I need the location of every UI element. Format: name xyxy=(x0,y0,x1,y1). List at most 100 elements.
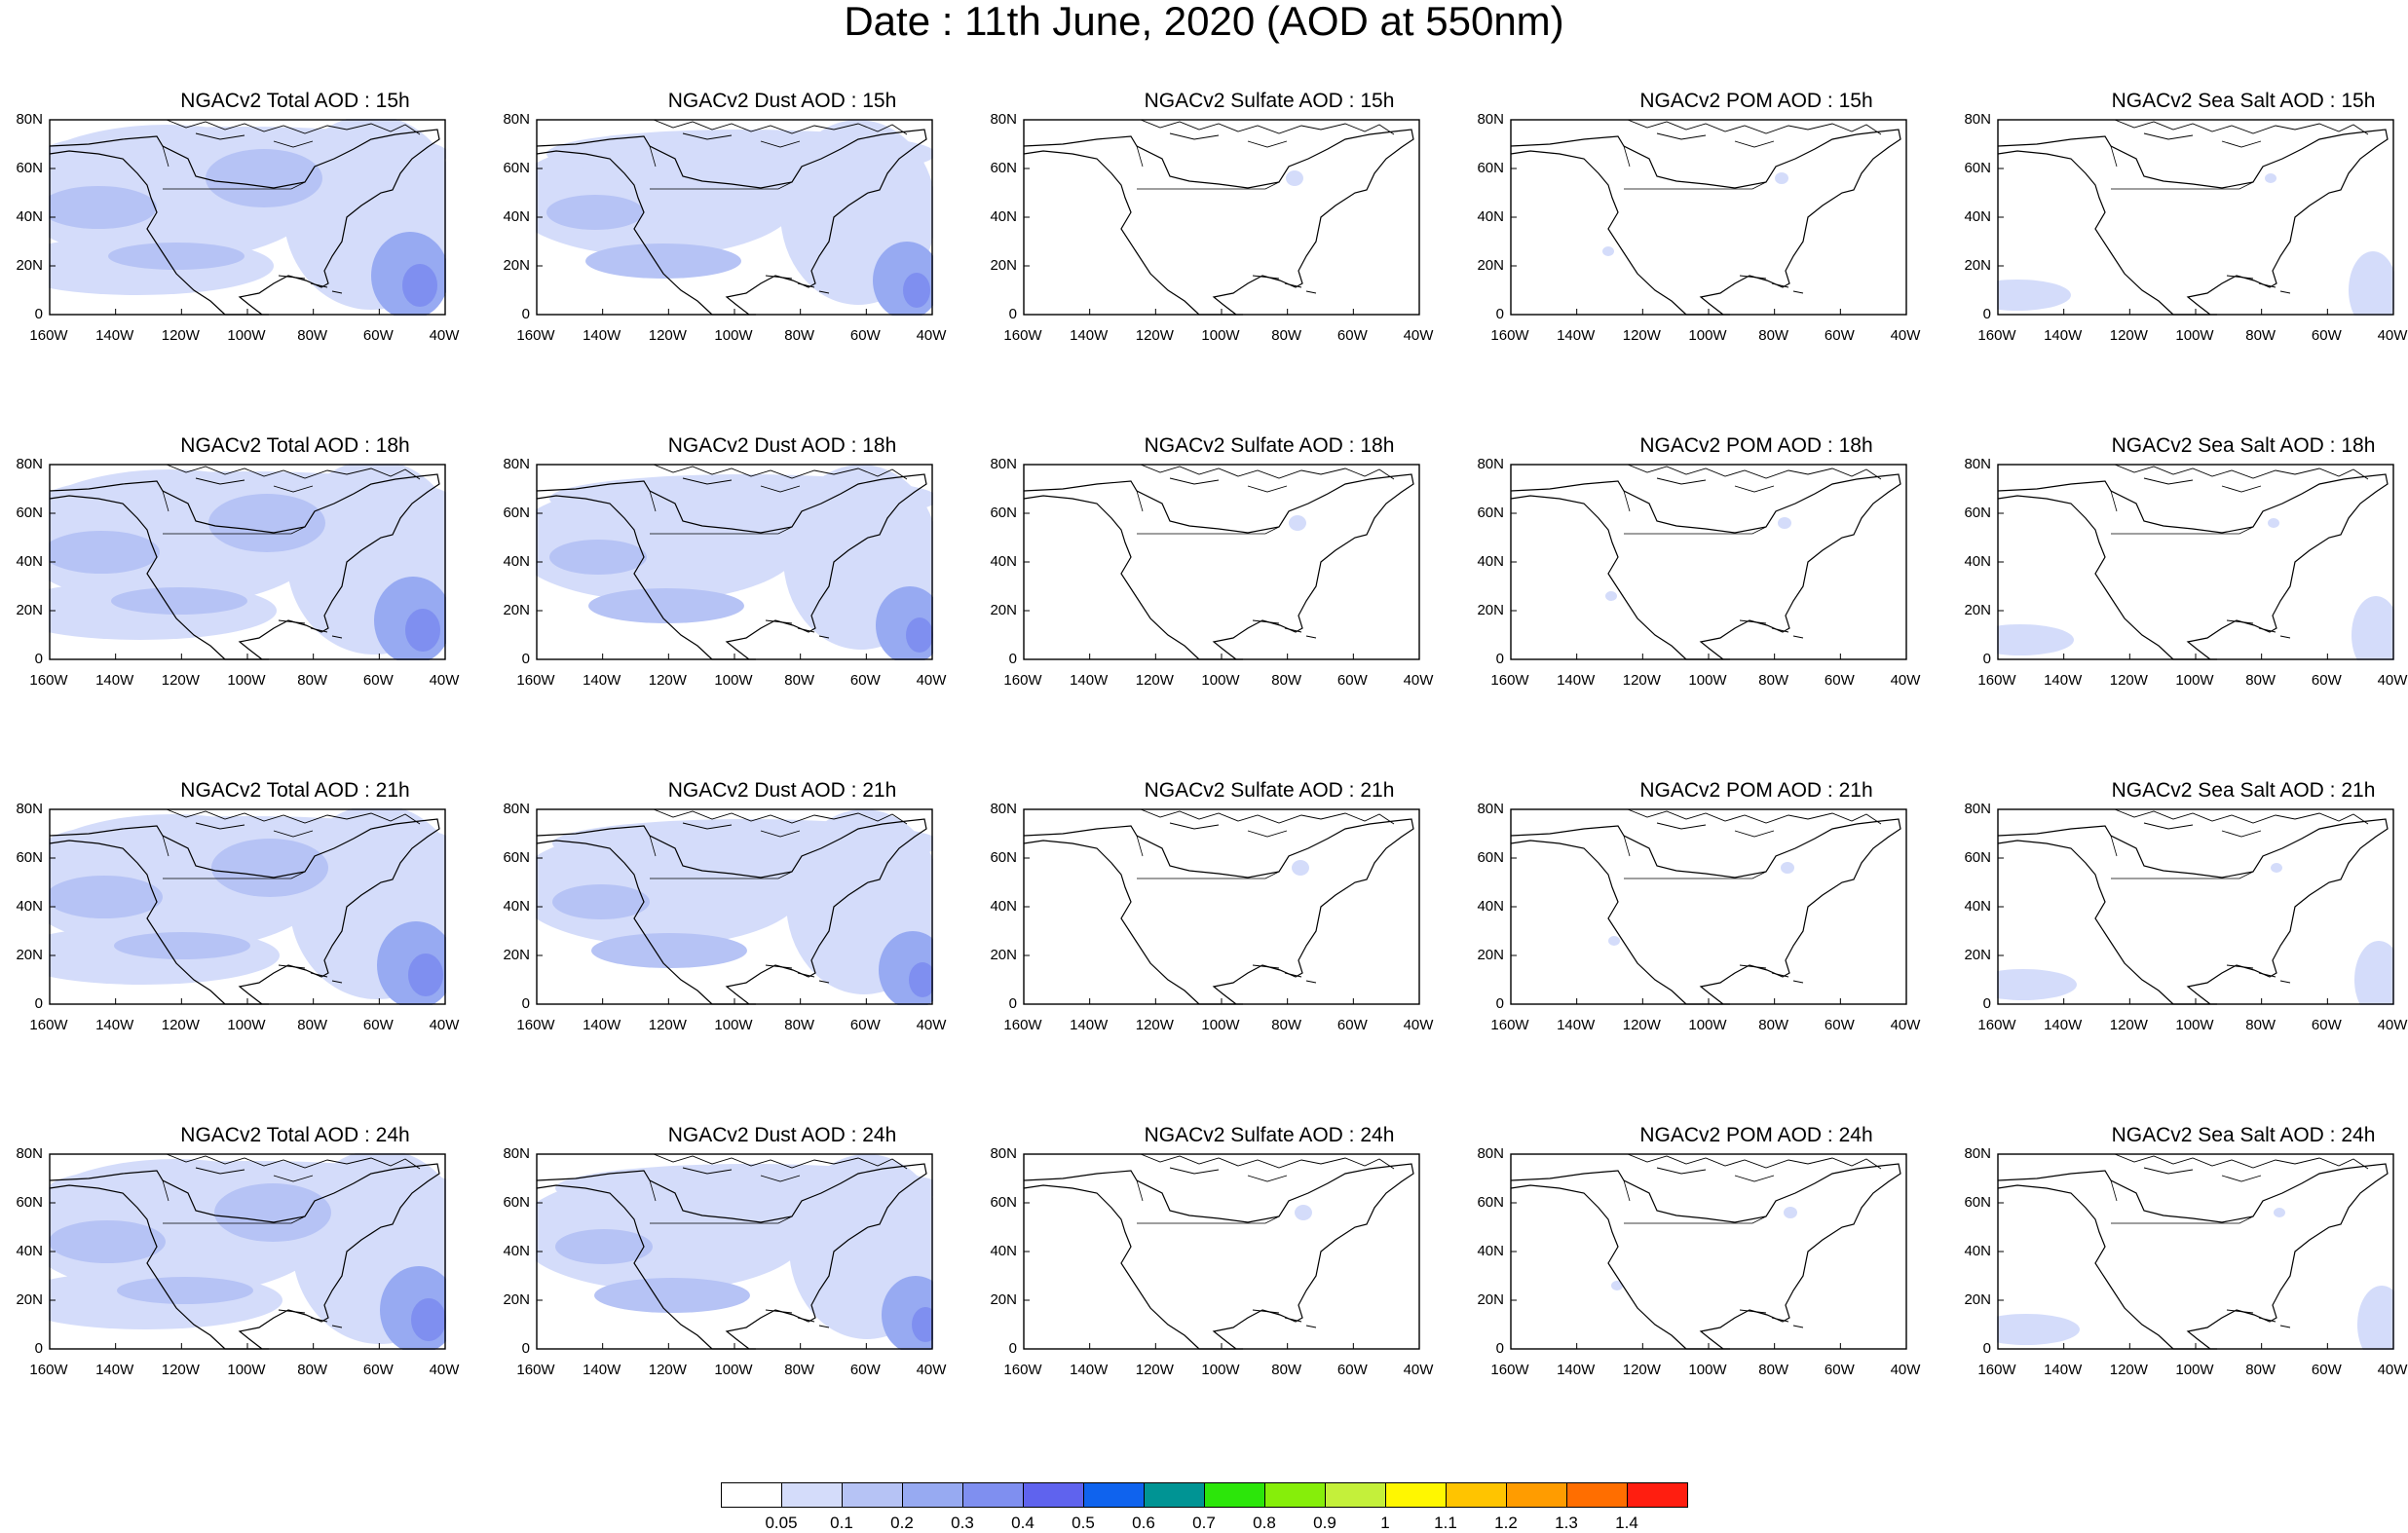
map-plot xyxy=(536,1153,933,1350)
lon-label: 80W xyxy=(1271,1362,1302,1378)
map-plot xyxy=(1510,808,1907,1005)
aod-shading xyxy=(206,149,322,207)
lat-label: 20N xyxy=(990,947,1017,963)
colorbar-swatch xyxy=(781,1482,843,1508)
coastline xyxy=(278,275,343,294)
coastline xyxy=(2110,835,2254,879)
lon-label: 100W xyxy=(2175,1017,2214,1033)
lon-label: 40W xyxy=(1403,672,1434,689)
lat-label: 80N xyxy=(503,111,530,128)
colorbar-label: 1.4 xyxy=(1615,1514,1638,1532)
panel-title: NGACv2 POM AOD : 18h xyxy=(1639,434,1873,457)
colorbar-label: 0.7 xyxy=(1192,1514,1216,1532)
aod-shading xyxy=(1611,1281,1623,1290)
aod-shading xyxy=(1784,1207,1797,1218)
lon-label: 160W xyxy=(29,1017,68,1033)
map-plot xyxy=(1023,1153,1420,1350)
map-panel-seasalt-4: NGACv2 Sea Salt AOD : 24h 80N 60N 40N 20N 0 16… xyxy=(1964,1034,2408,1378)
lon-label: 100W xyxy=(2175,327,2214,344)
aod-shading xyxy=(2265,173,2276,183)
lon-label: 160W xyxy=(1490,327,1529,344)
map-panel-total-1: NGACv2 Total AOD : 15h 80N 60N 40N 20N 0 160W 1… xyxy=(16,0,542,344)
coastline xyxy=(653,808,908,838)
lat-label: 40N xyxy=(1964,208,1991,225)
lat-label: 60N xyxy=(1477,1194,1504,1211)
lat-label: 80N xyxy=(16,1145,43,1162)
lon-label: 60W xyxy=(1336,327,1368,344)
lon-label: 60W xyxy=(362,1017,394,1033)
lon-label: 40W xyxy=(2377,1362,2408,1378)
lon-label: 60W xyxy=(1336,672,1368,689)
lon-label: 160W xyxy=(1490,672,1529,689)
lat-label: 60N xyxy=(1477,160,1504,176)
coastline xyxy=(653,464,908,493)
lon-label: 40W xyxy=(1890,1017,1921,1033)
coastline xyxy=(1627,464,1882,493)
lat-label: 0 xyxy=(1982,995,1991,1012)
lon-label: 120W xyxy=(1135,672,1174,689)
lon-label: 60W xyxy=(2311,327,2342,344)
panel-title: NGACv2 Dust AOD : 21h xyxy=(667,779,897,802)
colorbar-swatch xyxy=(1325,1482,1386,1508)
aod-shading xyxy=(2349,251,2394,316)
coastline xyxy=(653,1153,908,1182)
lat-label: 20N xyxy=(990,1291,1017,1308)
aod-shading xyxy=(1778,517,1791,529)
coastline xyxy=(1997,818,2389,1005)
coastline xyxy=(162,490,306,535)
lat-label: 40N xyxy=(990,553,1017,570)
lon-label: 120W xyxy=(2109,672,2148,689)
aod-shading xyxy=(555,1229,653,1264)
lat-label: 80N xyxy=(1477,456,1504,472)
coastline xyxy=(2114,808,2369,838)
lon-label: 120W xyxy=(2109,1362,2148,1378)
lat-label: 60N xyxy=(1964,1194,1991,1211)
lon-label: 40W xyxy=(2377,672,2408,689)
lon-label: 160W xyxy=(1003,327,1042,344)
panel-title: NGACv2 Sulfate AOD : 15h xyxy=(1144,90,1395,112)
lat-label: 80N xyxy=(1477,801,1504,817)
colorbar-swatch xyxy=(1506,1482,1567,1508)
lat-label: 80N xyxy=(1964,1145,1991,1162)
colorbar-swatch xyxy=(1627,1482,1688,1508)
lon-label: 80W xyxy=(1758,1017,1789,1033)
lat-label: 0 xyxy=(1495,995,1504,1012)
lon-label: 100W xyxy=(714,1017,753,1033)
lon-label: 120W xyxy=(161,327,200,344)
lat-label: 20N xyxy=(990,602,1017,618)
map-panel-sulfate-3: NGACv2 Sulfate AOD : 21h 80N 60N 40N 20N 0 160… xyxy=(990,690,1516,1033)
lat-label: 20N xyxy=(16,1291,43,1308)
lon-label: 100W xyxy=(227,327,266,344)
colorbar-swatch xyxy=(962,1482,1024,1508)
lat-label: 20N xyxy=(1477,257,1504,274)
coastline xyxy=(1623,1179,1767,1224)
lon-label: 40W xyxy=(429,1362,460,1378)
lon-label: 40W xyxy=(2377,1017,2408,1033)
aod-shading xyxy=(912,1307,933,1342)
lon-label: 120W xyxy=(648,1017,687,1033)
map-plot xyxy=(1510,1153,1907,1350)
lon-label: 40W xyxy=(916,1017,947,1033)
coastline xyxy=(653,119,908,148)
coastline xyxy=(162,145,306,190)
coastline xyxy=(1252,964,1317,984)
coastline xyxy=(2110,145,2254,190)
lon-label: 140W xyxy=(95,672,134,689)
lat-label: 80N xyxy=(1477,111,1504,128)
lon-label: 40W xyxy=(1403,1362,1434,1378)
coastline xyxy=(49,1163,440,1350)
lon-label: 140W xyxy=(1557,327,1596,344)
lat-label: 0 xyxy=(1008,651,1017,667)
coastline xyxy=(1510,818,1901,1005)
colorbar-swatch xyxy=(1385,1482,1447,1508)
lon-label: 160W xyxy=(1003,1017,1042,1033)
coastline xyxy=(1023,473,1414,660)
lon-label: 140W xyxy=(583,1362,621,1378)
coastline xyxy=(166,464,421,493)
lon-label: 100W xyxy=(1201,327,1240,344)
lat-label: 60N xyxy=(1964,160,1991,176)
aod-shading xyxy=(1997,624,2074,655)
map-panel-dust-1: NGACv2 Dust AOD : 15h 80N 60N 40N 20N 0 160W 14… xyxy=(503,0,1029,344)
aod-shading xyxy=(2274,1208,2285,1217)
coastline xyxy=(1023,1163,1414,1350)
